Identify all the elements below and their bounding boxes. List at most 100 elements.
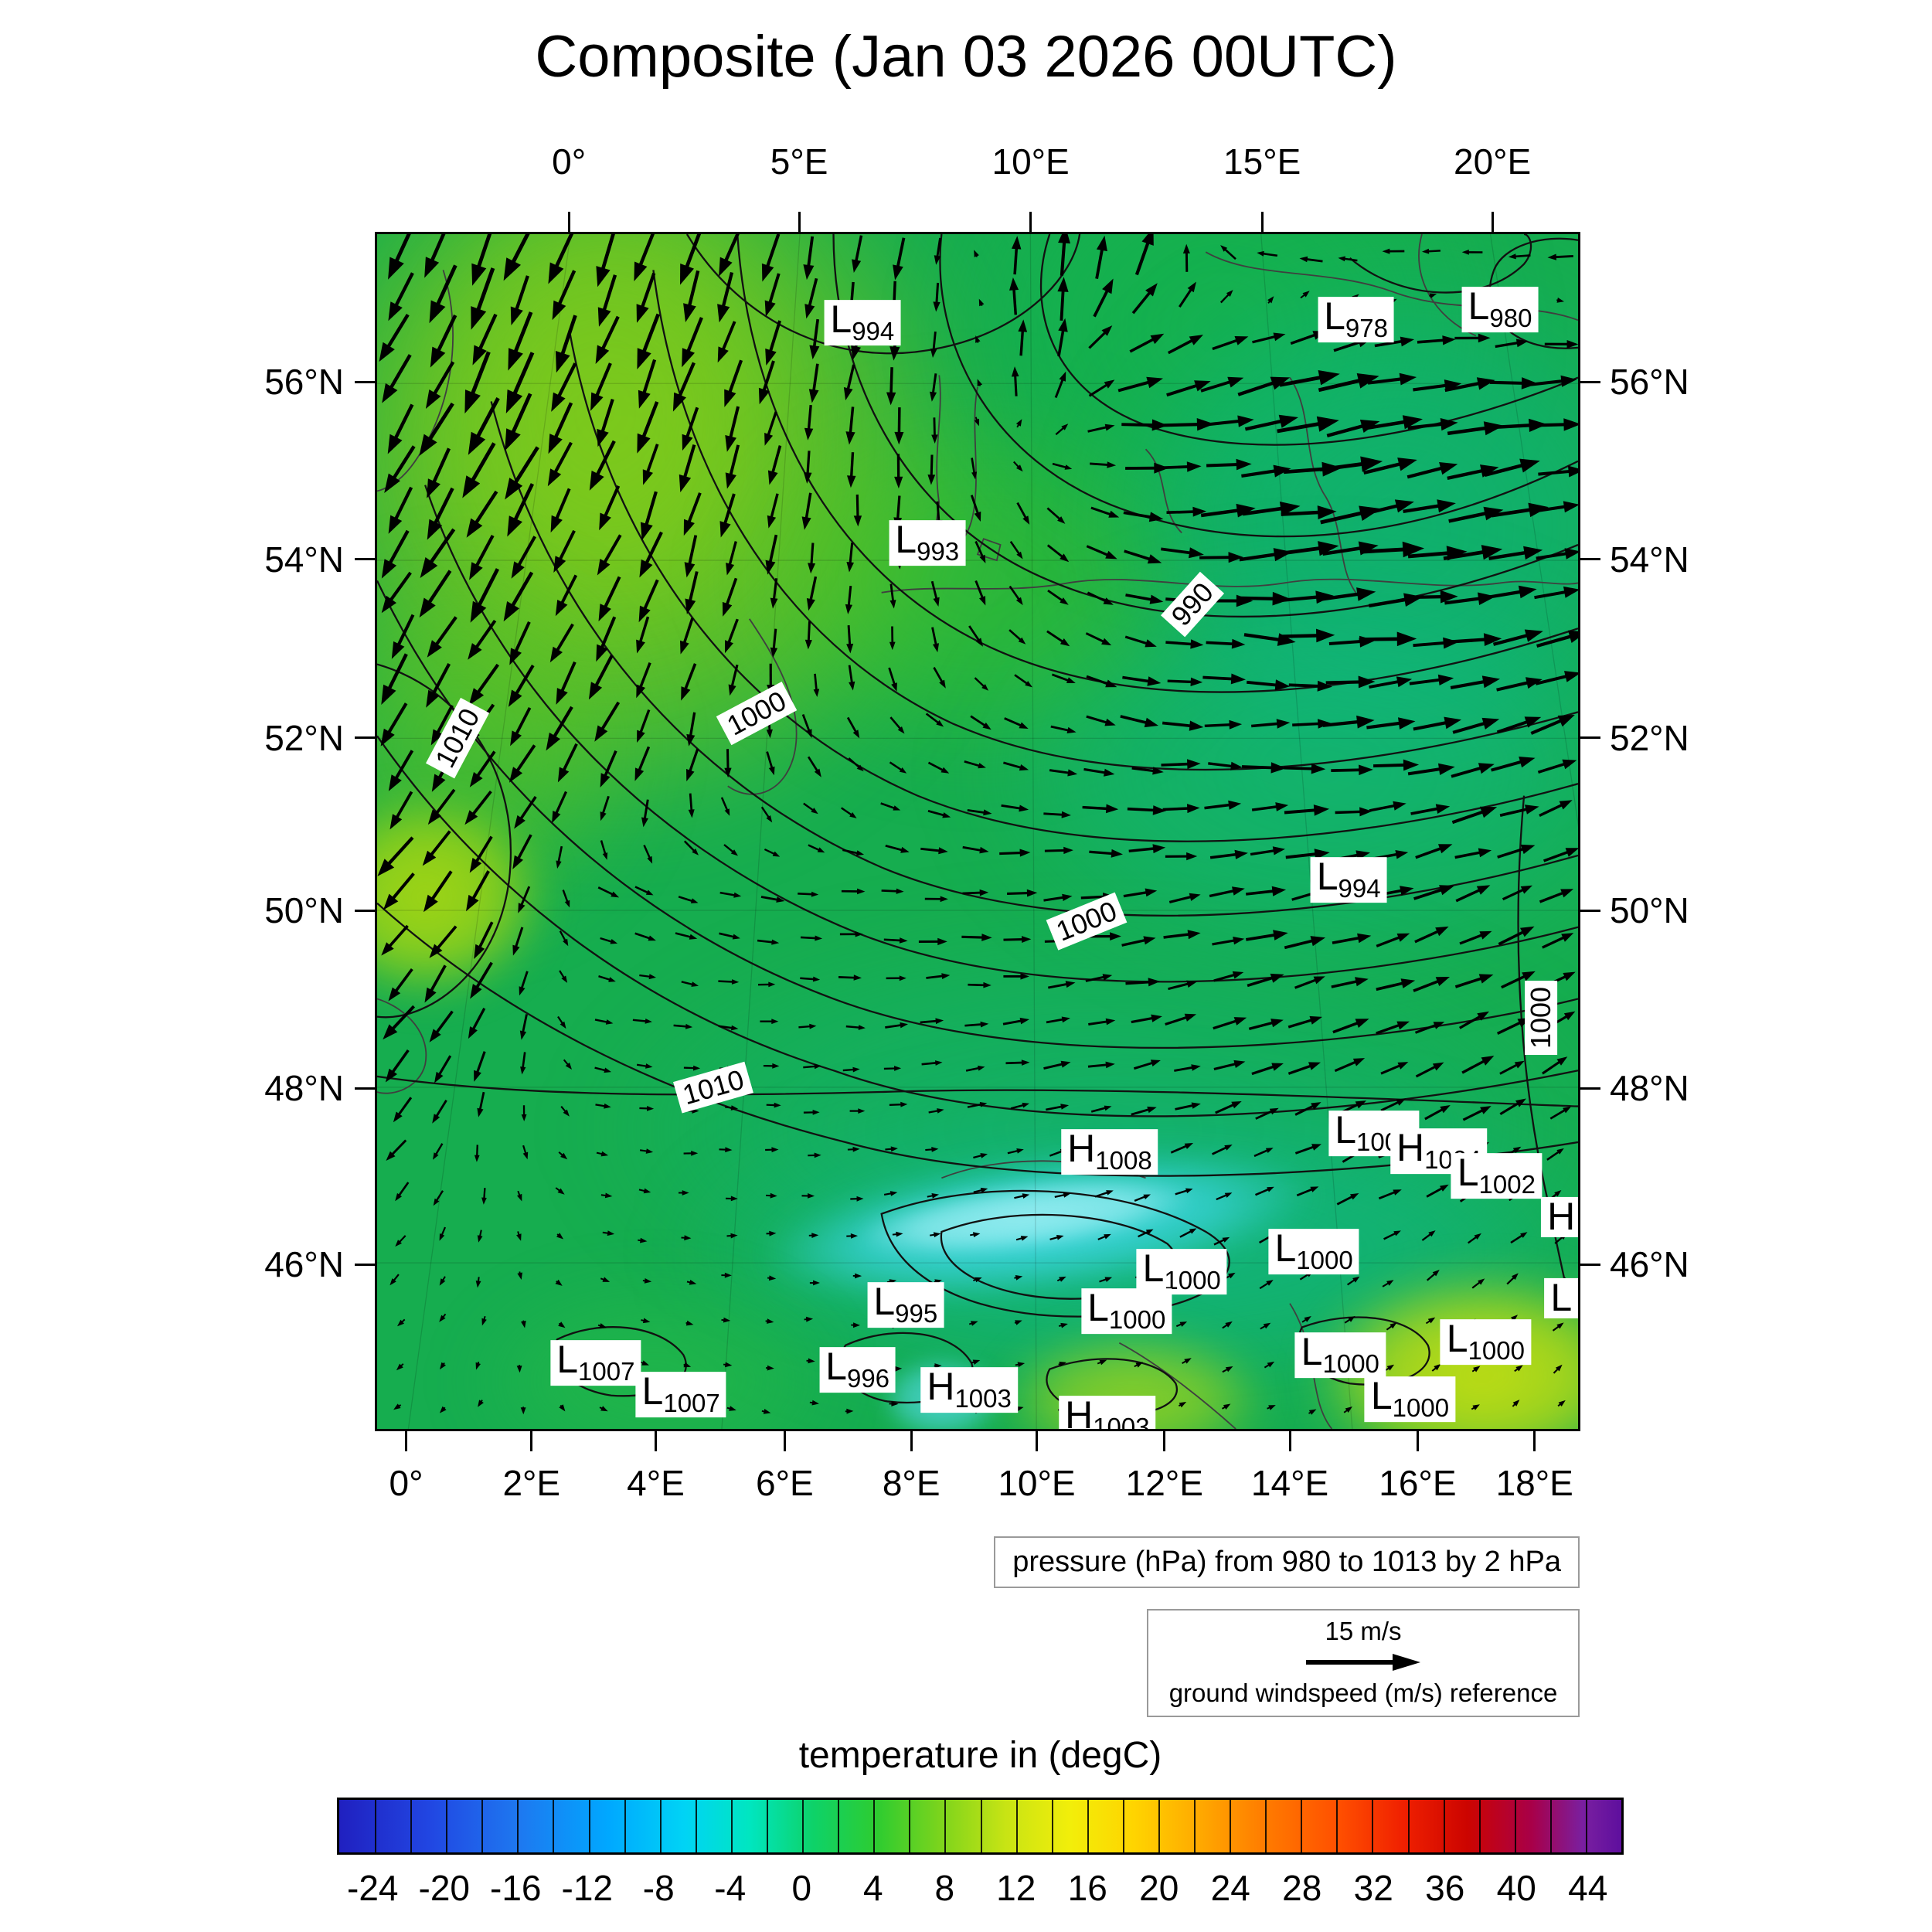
- wind-arrow: [1296, 1186, 1319, 1197]
- axis-label-bottom: 10°E: [998, 1463, 1076, 1503]
- wind-arrow: [1089, 849, 1123, 858]
- wind-arrow: [474, 1051, 486, 1082]
- axis-tick-top: [1491, 212, 1494, 232]
- wind-arrow: [518, 886, 531, 913]
- axis-label-right: 50°N: [1610, 890, 1689, 931]
- wind-arrow: [381, 571, 412, 614]
- colorbar-separator: [1230, 1800, 1232, 1852]
- wind-arrow: [848, 665, 855, 691]
- wind-arrow: [469, 835, 493, 873]
- wind-arrow: [1424, 1105, 1451, 1121]
- wind-arrow: [673, 1023, 693, 1029]
- wind-arrow: [598, 975, 616, 982]
- wind-arrow: [847, 1146, 860, 1152]
- wind-arrow: [975, 540, 986, 563]
- wind-arrow: [511, 536, 536, 579]
- wind-arrow: [1383, 1230, 1401, 1240]
- axis-tick-right: [1580, 1263, 1600, 1266]
- wind-arrow: [1085, 632, 1112, 646]
- wind-arrow: [1086, 675, 1117, 688]
- wind-arrow: [760, 1019, 779, 1025]
- wind-arrow: [1170, 1143, 1194, 1154]
- colorbar-separator: [1193, 1800, 1196, 1852]
- wind-arrow: [1544, 340, 1578, 349]
- wind-arrow: [505, 393, 532, 451]
- wind-arrow: [726, 1233, 738, 1239]
- wind-arrow: [926, 973, 951, 979]
- wind-arrow: [1415, 1062, 1444, 1078]
- axis-tick-top: [1029, 212, 1032, 232]
- wind-arrow: [930, 580, 940, 607]
- wind-arrow: [388, 272, 414, 321]
- wind-arrow: [1245, 886, 1287, 896]
- wind-arrow: [594, 1019, 614, 1025]
- wind-arrow: [1088, 1018, 1116, 1026]
- wind-arrow: [1417, 335, 1456, 345]
- axis-label-right: 54°N: [1610, 539, 1689, 580]
- isobar-inline-label: 1000: [716, 681, 798, 745]
- wind-arrow: [1163, 418, 1215, 431]
- wind-arrow: [679, 444, 696, 493]
- wind-arrow: [388, 968, 413, 1002]
- wind-arrow: [430, 704, 454, 746]
- wind-arrow: [678, 896, 699, 903]
- wind-arrow: [970, 715, 992, 730]
- wind-arrow: [1003, 973, 1029, 980]
- wind-arrow: [973, 1153, 988, 1159]
- axis-tick-left: [355, 736, 375, 740]
- wind-arrow: [888, 667, 897, 692]
- axis-tick-bottom: [910, 1431, 913, 1451]
- wind-arrow: [1125, 594, 1164, 604]
- wind-arrow: [1082, 804, 1119, 814]
- wind-arrow: [1163, 930, 1201, 940]
- wind-arrow: [1004, 717, 1029, 729]
- wind-arrow: [804, 277, 818, 319]
- isobar-inline-label: 1010: [426, 698, 490, 779]
- wind-arrow: [1332, 1019, 1369, 1034]
- wind-arrow: [551, 362, 577, 412]
- wind-arrow: [1508, 253, 1531, 260]
- wind-arrow: [893, 237, 906, 281]
- wind-arrow: [1167, 677, 1203, 686]
- pressure-value: 994: [1338, 874, 1381, 903]
- wind-arrow: [1319, 456, 1383, 472]
- wind-arrow: [385, 1049, 410, 1083]
- wind-arrow: [423, 870, 453, 913]
- wind-arrow: [723, 844, 738, 856]
- wind-arrow: [556, 315, 577, 373]
- axis-tick-left: [355, 1263, 375, 1266]
- wind-arrow: [552, 270, 577, 321]
- axis-label-left: 50°N: [264, 890, 344, 931]
- wind-arrow: [1455, 885, 1491, 903]
- wind-arrow: [1244, 414, 1298, 431]
- pressure-value: 994: [852, 317, 895, 346]
- wind-arrow: [1241, 464, 1291, 478]
- wind-arrow: [638, 579, 659, 623]
- wind-arrow: [1058, 234, 1070, 276]
- wind-arrow: [672, 362, 696, 412]
- wind-arrow: [636, 662, 651, 699]
- pressure-value: 1003: [1093, 1413, 1150, 1431]
- pressure-center-label: L1007: [635, 1372, 726, 1418]
- wind-arrow: [1131, 767, 1164, 775]
- wind-arrow: [931, 417, 938, 444]
- wind-arrow: [1131, 283, 1158, 315]
- wind-arrow: [841, 888, 866, 895]
- wind-arrow: [681, 1235, 692, 1241]
- wind-arrow: [930, 1232, 941, 1238]
- wind-arrow: [475, 1277, 481, 1288]
- wind-arrow: [510, 275, 529, 325]
- wind-arrow: [839, 931, 863, 937]
- wind-arrow: [503, 571, 534, 622]
- wind-arrow: [1468, 1233, 1481, 1244]
- wind-arrow: [1213, 1236, 1230, 1246]
- colorbar-separator: [481, 1800, 484, 1852]
- wind-arrow: [634, 932, 656, 941]
- wind-arrow: [889, 583, 896, 609]
- wind-arrow: [798, 891, 819, 897]
- wind-arrow: [596, 234, 615, 287]
- pressure-value: 1002: [1478, 1170, 1536, 1199]
- pressure-letter: L: [1335, 1107, 1357, 1151]
- wind-arrow: [1046, 507, 1066, 524]
- chart-title: Composite (Jan 03 2026 00UTC): [535, 24, 1397, 90]
